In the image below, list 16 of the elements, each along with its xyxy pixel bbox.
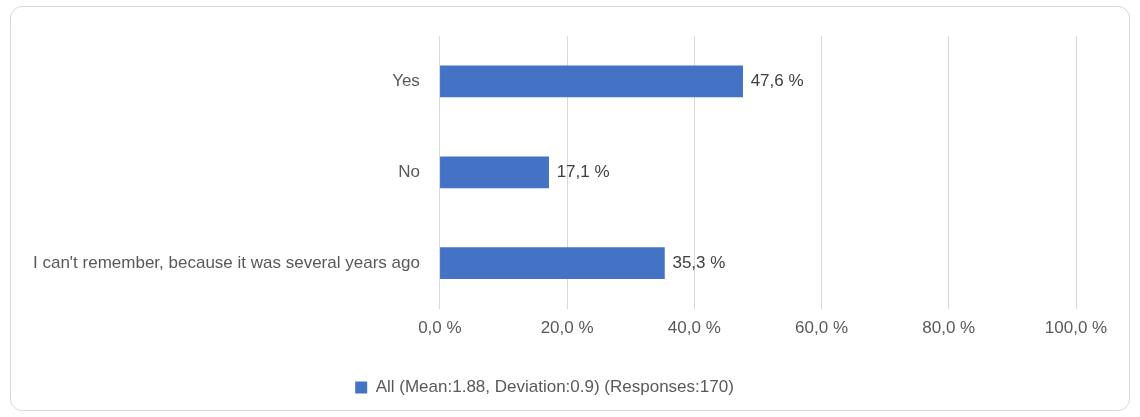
x-tick-label: 100,0 % bbox=[1044, 318, 1108, 338]
x-tick-label: 80,0 % bbox=[922, 318, 976, 338]
data-label: 35,3 % bbox=[672, 252, 726, 272]
legend-label: All (Mean:1.88, Deviation:0.9) (Responses:170) bbox=[375, 377, 734, 397]
x-tick-label: 20,0 % bbox=[540, 318, 594, 338]
data-label: 17,1 % bbox=[556, 161, 610, 181]
y-tick-label: No bbox=[398, 161, 420, 181]
bar bbox=[440, 156, 549, 189]
x-tick-label: 40,0 % bbox=[667, 318, 721, 338]
bar bbox=[440, 65, 743, 98]
x-tick-label: 60,0 % bbox=[795, 318, 849, 338]
y-tick-label: Yes bbox=[392, 71, 420, 91]
y-tick-label: I can't remember, because it was several years ago bbox=[33, 252, 420, 272]
bar bbox=[440, 247, 665, 279]
data-label: 47,6 % bbox=[750, 71, 804, 91]
x-tick-label: 0,0 % bbox=[418, 318, 462, 338]
